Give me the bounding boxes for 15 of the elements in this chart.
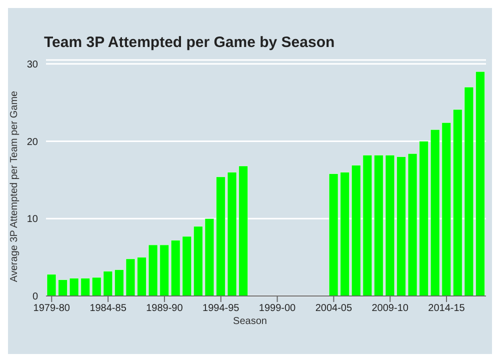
x-tick-label: 2009-10 xyxy=(372,303,409,314)
y-tick-label: 10 xyxy=(26,214,38,226)
x-tick-label: 1994-95 xyxy=(202,303,240,314)
x-tick-label: 1989-90 xyxy=(146,303,184,314)
x-tick-label: 1984-85 xyxy=(90,303,127,314)
y-tick-label: 20 xyxy=(26,136,38,148)
y-tick-label: 0 xyxy=(32,292,38,303)
y-axis-title: Average 3P Attempted per Team per Game xyxy=(10,90,21,282)
x-tick-label: 1999-00 xyxy=(258,303,296,314)
y-tick-label: 30 xyxy=(26,59,38,70)
x-tick-label: 2004-05 xyxy=(315,303,352,314)
x-axis-title: Season xyxy=(232,316,268,327)
x-tick-label: 2014-15 xyxy=(428,303,466,314)
x-tick-label: 1979-80 xyxy=(33,303,70,314)
chart-title: Team 3P Attempted per Game by Season xyxy=(44,34,335,51)
